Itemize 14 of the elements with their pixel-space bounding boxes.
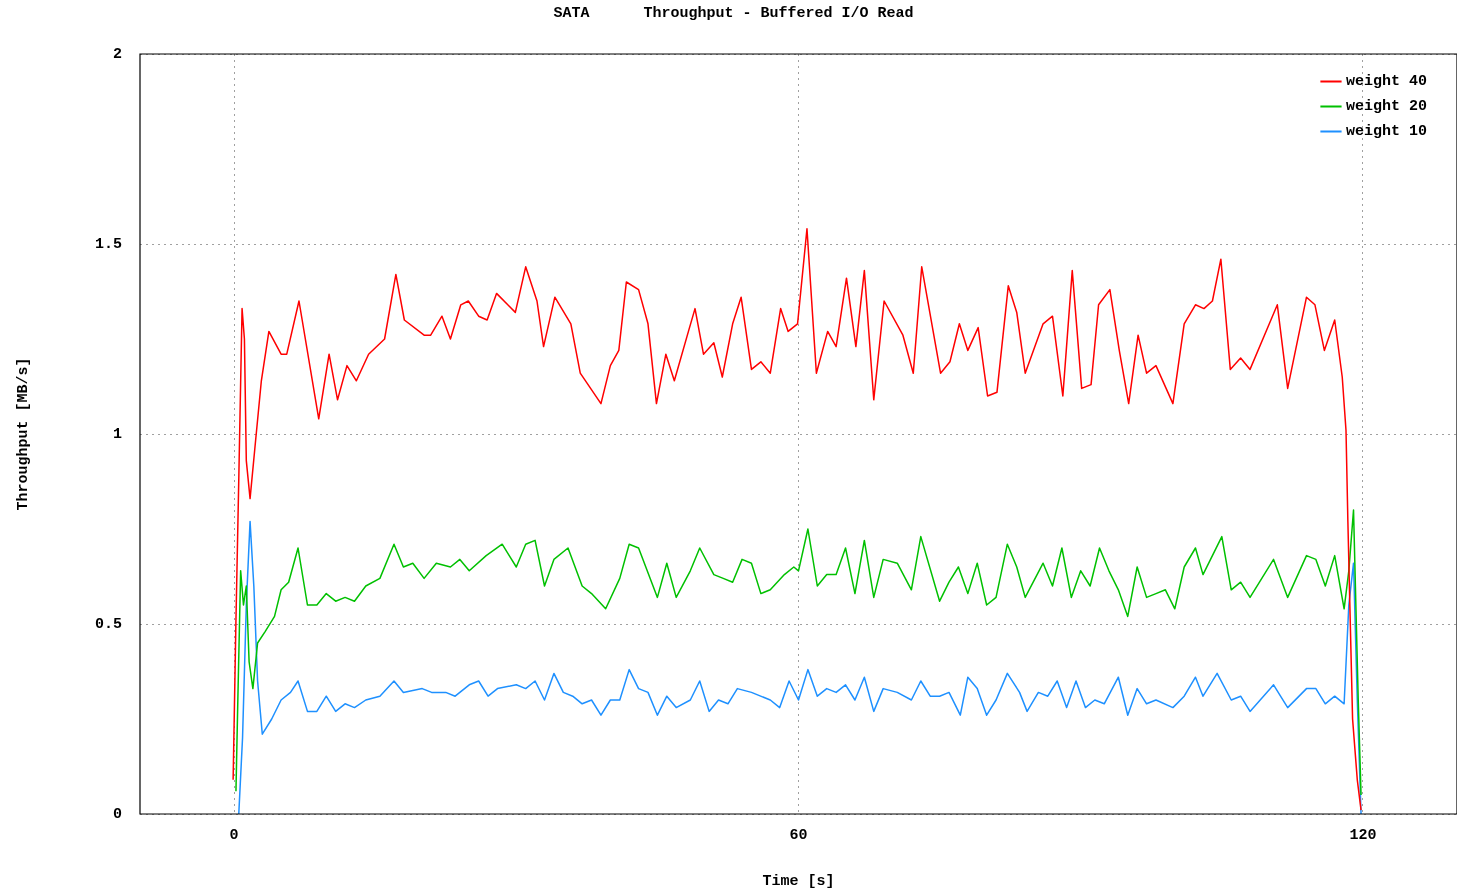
y-tick-label: 2 <box>112 45 122 63</box>
legend-label: weight 40 <box>1345 73 1427 91</box>
y-tick-label: 0 <box>112 805 122 823</box>
x-tick-label: 0 <box>229 826 239 844</box>
x-tick-label: 120 <box>1349 826 1377 844</box>
x-tick-label: 60 <box>789 826 808 844</box>
y-tick-label: 1.5 <box>94 235 122 253</box>
chart-title: SATA Throughput - Buffered I/O Read <box>553 4 914 22</box>
y-tick-label: 0.5 <box>94 615 122 633</box>
legend-label: weight 20 <box>1345 98 1427 116</box>
y-tick-label: 1 <box>112 425 122 443</box>
legend-label: weight 10 <box>1345 123 1427 141</box>
x-axis-title: Time [s] <box>762 872 835 890</box>
y-axis-title: Throughput [MB/s] <box>14 357 32 511</box>
